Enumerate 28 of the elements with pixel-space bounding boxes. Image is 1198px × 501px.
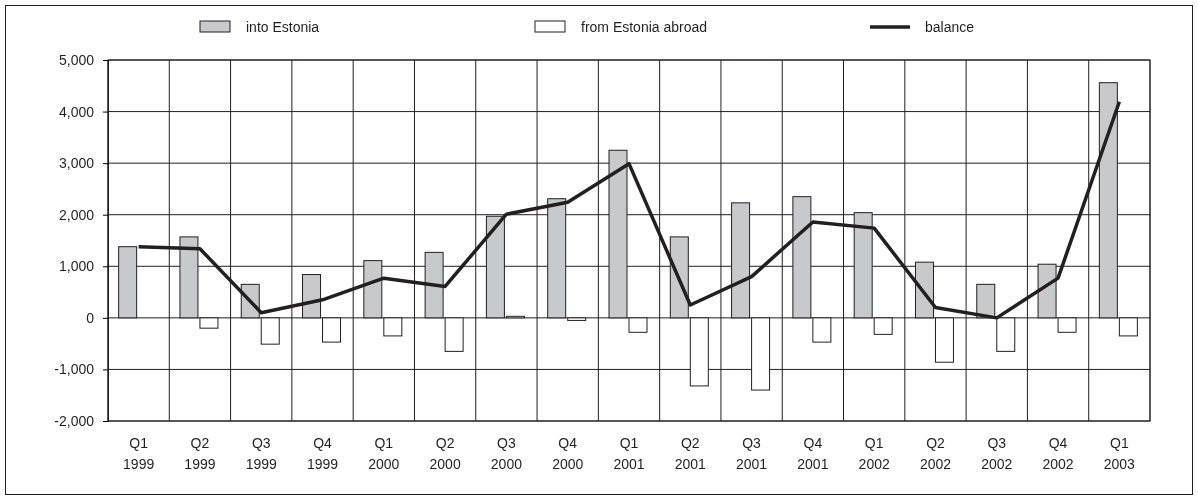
legend-label: into Estonia	[246, 19, 320, 35]
y-tick-label: 0	[86, 309, 95, 326]
y-tick-label: 4,000	[58, 103, 95, 120]
y-tick-label: 5,000	[58, 51, 95, 68]
x-tick-label: Q3 1999	[245, 435, 278, 472]
legend-label: balance	[925, 19, 975, 35]
x-tick-label: Q2 2000	[429, 435, 461, 472]
y-tick-label: 2,000	[58, 206, 95, 223]
y-tick-label: 1,000	[58, 258, 95, 275]
x-tick-label: Q4 1999	[306, 435, 339, 472]
x-tick-label: Q1 2000	[368, 435, 400, 472]
x-tick-label: Q1 2002	[858, 435, 890, 472]
x-tick-label: Q3 2001	[736, 435, 768, 472]
x-tick-label: Q4 2000	[552, 435, 584, 472]
y-tick-label: -2,000	[54, 412, 95, 429]
x-tick-label: Q2 1999	[184, 435, 216, 472]
x-tick-label: Q2 2001	[674, 435, 707, 472]
legend-label: from Estonia abroad	[581, 19, 708, 35]
x-tick-label: Q2 2002	[919, 435, 952, 472]
x-tick-label: Q1 2001	[613, 435, 645, 472]
x-tick-label: Q3 2002	[981, 435, 1013, 472]
x-tick-label: Q4 2002	[1042, 435, 1074, 472]
y-tick-label: 3,000	[58, 155, 95, 172]
x-tick-label: Q4 2001	[797, 435, 829, 472]
x-tick-label: Q1 1999	[123, 435, 155, 472]
y-tick-label: -1,000	[54, 361, 95, 378]
x-tick-label: Q3 2000	[490, 435, 523, 472]
x-tick-label: Q1 2003	[1103, 435, 1136, 472]
